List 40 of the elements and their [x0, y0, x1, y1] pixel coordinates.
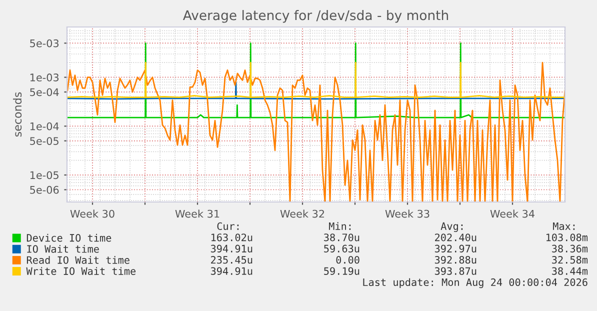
text: 59.19u — [324, 267, 360, 275]
chart-title: Average latency for /dev/sda - by month — [182, 10, 448, 23]
x-tick-label: Week 32 — [280, 210, 324, 218]
y-tick-label: 5e-06 — [30, 186, 59, 194]
text: 392.88u — [434, 256, 476, 264]
x-tick-label: Week 30 — [70, 210, 114, 218]
x-tick-label: Week 34 — [490, 210, 534, 218]
text: 0.00 — [336, 256, 360, 264]
text: 392.97u — [434, 244, 476, 252]
text: 38.44m — [552, 267, 588, 275]
legend-label: IO Wait time — [27, 244, 99, 253]
text: 163.02u — [211, 234, 252, 242]
text: 235.45u — [211, 256, 252, 264]
text: Min: — [329, 222, 351, 230]
y-tick-label: 5e-05 — [30, 137, 58, 145]
x-tick-label: Week 33 — [385, 210, 430, 218]
text: Last update: Mon Aug 24 00:00:04 2026 — [363, 278, 588, 288]
legend-label: Read IO Wait time — [26, 256, 130, 264]
text: 38.70u — [324, 234, 360, 242]
y-tick-label: 5e-04 — [30, 88, 59, 96]
y-axis-title: seconds — [13, 92, 22, 137]
text: 38.36m — [552, 244, 588, 252]
text: 103.08m — [546, 234, 588, 242]
y-tick-label: 1e-03 — [30, 74, 59, 82]
text: Avg: — [440, 222, 463, 232]
legend-label: Write IO Wait time — [26, 267, 136, 275]
x-tick-label: Week 31 — [175, 210, 220, 218]
text: 393.87u — [434, 267, 476, 275]
text: 394.91u — [210, 267, 252, 275]
text: 394.91u — [210, 244, 252, 252]
line-series — [67, 62, 565, 98]
y-tick-label: 5e-03 — [30, 39, 59, 48]
y-tick-label: 1e-05 — [30, 171, 58, 180]
text: 59.63u — [324, 244, 360, 252]
text: Max: — [553, 222, 575, 230]
text: 32.58m — [552, 256, 588, 264]
y-tick-label: 1e-04 — [30, 122, 59, 130]
text: 202.40u — [435, 234, 476, 242]
legend-label: Device IO time — [26, 234, 112, 242]
text: Cur: — [217, 222, 239, 230]
